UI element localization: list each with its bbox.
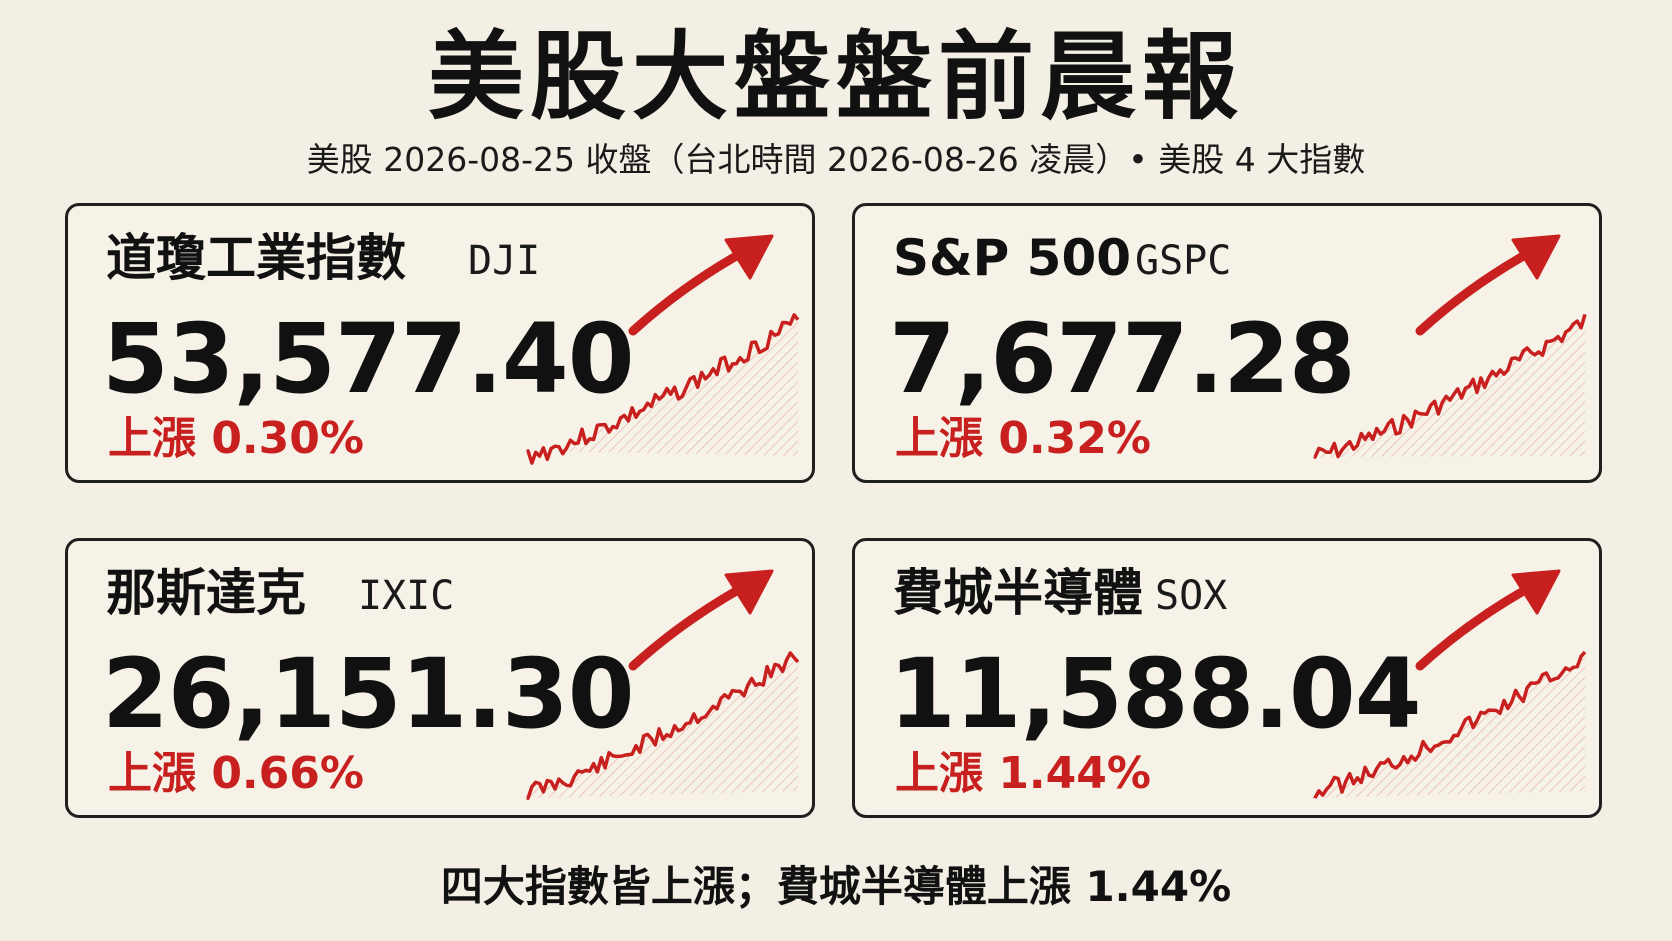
up-arrow-icon: [1415, 234, 1561, 336]
summary-text: 四大指數皆上漲；費城半導體上漲 1.44%: [440, 862, 1232, 911]
up-arrow-icon: [628, 569, 774, 671]
page-subtitle: 美股 2026-08-25 收盤（台北時間 2026-08-26 凌晨）• 美股…: [306, 140, 1366, 179]
sparkline-line: [526, 651, 800, 801]
up-arrow-icon: [628, 234, 774, 336]
index-ticker: GSPC: [1135, 238, 1232, 284]
page-title: 美股大盤盤前晨報: [428, 21, 1244, 133]
trend-sparkline: [1313, 569, 1587, 800]
index-name: 費城半導體: [893, 564, 1143, 622]
trend-sparkline: [526, 569, 800, 801]
index-change: 上漲 1.44%: [895, 748, 1151, 799]
trend-sparkline: [526, 234, 800, 465]
index-ticker: SOX: [1155, 573, 1228, 619]
sparkline-line: [1313, 650, 1587, 800]
index-name: 道瓊工業指數: [106, 229, 406, 287]
index-name: 那斯達克: [106, 564, 306, 622]
index-change: 上漲 0.66%: [108, 748, 364, 799]
sparkline-line: [1313, 313, 1587, 459]
sparkline-area: [1315, 652, 1585, 799]
index-card-sox: 費城半導體 SOX 11,588.04 上漲 1.44%: [852, 538, 1602, 818]
index-ticker: DJI: [468, 238, 541, 284]
index-change: 上漲 0.32%: [895, 413, 1151, 464]
index-card-ixic: 那斯達克 IXIC 26,151.30 上漲 0.66%: [65, 538, 815, 818]
index-change: 上漲 0.30%: [108, 413, 364, 464]
index-card-dji: 道瓊工業指數 DJI 53,577.40 上漲 0.30%: [65, 203, 815, 483]
sparkline-line: [526, 313, 800, 465]
sparkline-area: [528, 314, 798, 464]
index-name: S&P 500: [893, 229, 1132, 287]
trend-sparkline: [1313, 234, 1587, 459]
index-card-gspc: S&P 500 GSPC 7,677.28 上漲 0.32%: [852, 203, 1602, 483]
index-value: 26,151.30: [102, 638, 635, 750]
sparkline-area: [1315, 314, 1585, 458]
index-value: 53,577.40: [102, 303, 635, 415]
index-ticker: IXIC: [358, 573, 455, 619]
index-value: 7,677.28: [889, 303, 1356, 415]
index-value: 11,588.04: [889, 638, 1422, 750]
sparkline-area: [528, 653, 798, 799]
up-arrow-icon: [1415, 569, 1561, 671]
